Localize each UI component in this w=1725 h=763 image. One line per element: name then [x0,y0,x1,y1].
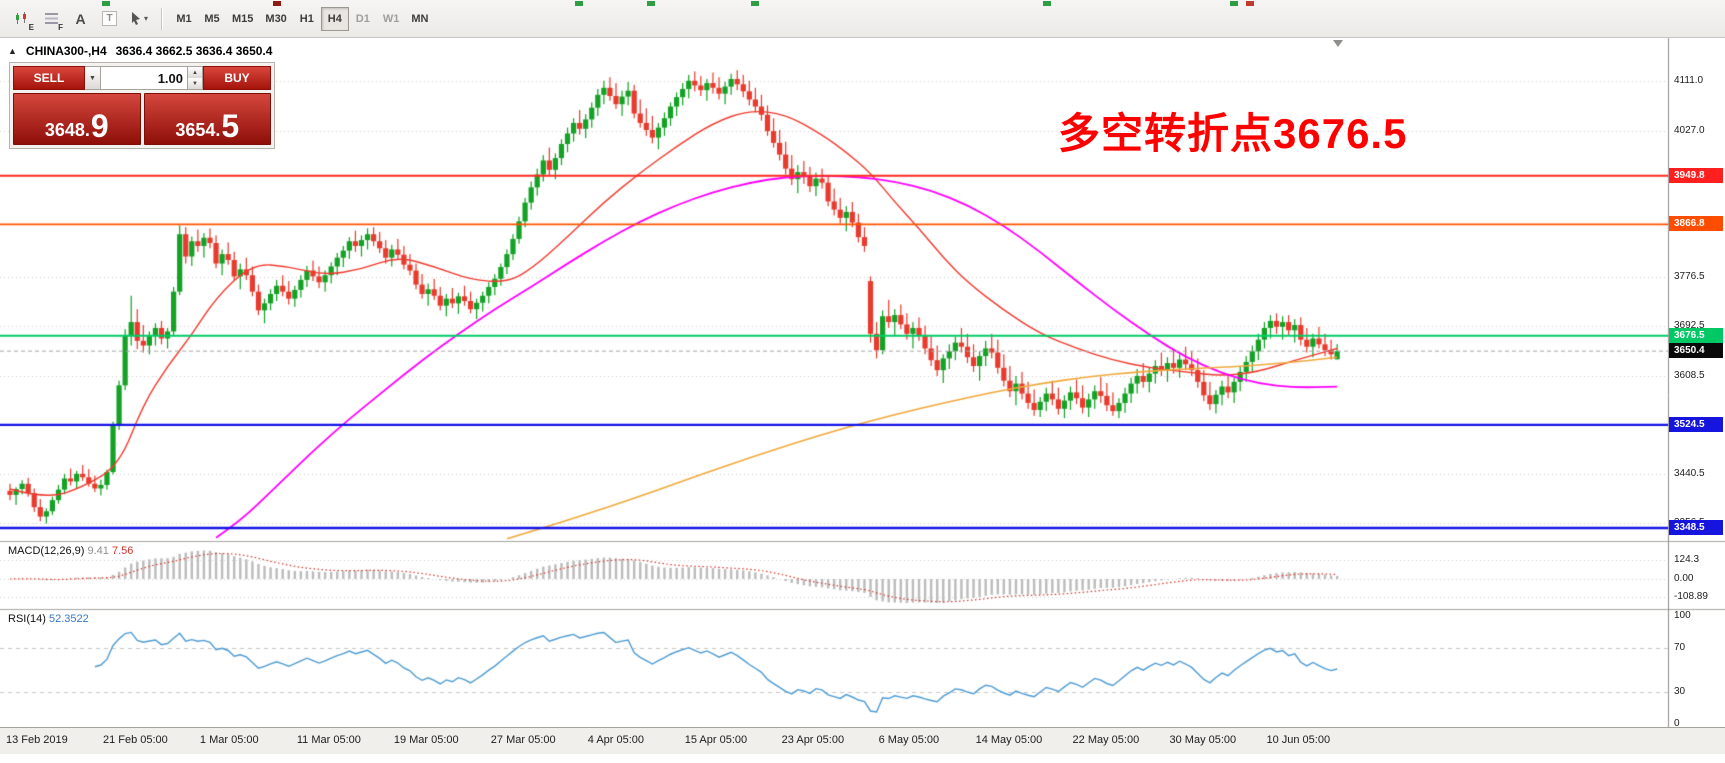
chart-window-icon[interactable]: E [9,4,36,33]
time-label: 1 Mar 05:00 [199,734,259,746]
cursor-tool-icon[interactable]: ▾ [125,4,152,33]
timeframe-m15[interactable]: M15 [226,7,259,31]
sell-price-base: 3648. [44,120,90,140]
toolbar-tick [273,1,281,6]
symbol-title: CHINA300-,H4 [25,44,107,58]
macd-value-signal: 7.56 [111,545,134,557]
buy-button[interactable]: BUY [203,66,271,90]
symbol-bar: ▲ CHINA300-,H4 3636.4 3662.5 3636.4 3650… [8,44,272,58]
time-label: 10 Jun 05:00 [1266,734,1331,746]
time-label: 4 Apr 05:00 [587,734,645,746]
time-label: 11 Mar 05:00 [296,734,361,746]
timeframe-w1[interactable]: W1 [377,7,406,31]
time-label: 23 Apr 05:00 [781,734,845,746]
timeframe-h1[interactable]: H1 [293,7,321,31]
sell-price-tile[interactable]: 3648. 9 [13,93,141,145]
time-label: 14 May 05:00 [975,734,1043,746]
timeframe-m5[interactable]: M5 [198,7,226,31]
timeframe-h4[interactable]: H4 [320,6,349,31]
toolbar-tick [575,1,583,6]
time-label: 27 Mar 05:00 [490,734,556,746]
buy-price-tile[interactable]: 3654. 5 [143,93,271,145]
toolbar-icon-group: E F A T ▾ [8,4,153,33]
timeframe-mn[interactable]: MN [405,7,434,31]
rsi-indicator-label: RSI(14) 52.3522 [8,613,89,625]
symbol-ohlc: 3636.4 3662.5 3636.4 3650.4 [115,44,273,58]
time-label: 13 Feb 2019 [6,734,68,746]
volume-dropdown-icon[interactable]: ▼ [85,66,101,90]
toolbar-tick [1246,1,1254,6]
chart-shift-marker-icon[interactable] [1333,40,1343,47]
volume-spinner[interactable]: ▲ ▼ [188,66,203,90]
macd-value-main: 9.41 [87,545,109,557]
time-axis[interactable]: 13 Feb 2019 21 Feb 05:00 1 Mar 05:00 11 Mar… [0,727,1725,754]
timeframe-m1[interactable]: M1 [170,7,198,31]
rsi-name: RSI(14) [8,613,46,625]
sell-button[interactable]: SELL [13,66,85,90]
buy-price-big-digit: 5 [221,107,240,144]
one-click-trading-panel: SELL ▼ ▲ ▼ BUY 3648. 9 3654. 5 [9,62,275,149]
macd-name: MACD(12,26,9) [8,545,85,557]
toolbar-tick [647,1,655,6]
toolbar-tick [1230,1,1238,6]
time-label: 6 May 05:00 [878,734,940,746]
timeframe-group: M1 M5 M15 M30 H1 H4 D1 W1 MN [170,6,434,31]
time-label: 22 May 05:00 [1072,734,1140,746]
text-label-icon[interactable]: T [96,4,123,33]
font-a-icon[interactable]: A [75,10,86,27]
market-watch-icon[interactable]: F [38,4,65,33]
time-label: 21 Feb 05:00 [102,734,168,746]
time-label: 15 Apr 05:00 [684,734,748,746]
time-label: 30 May 05:00 [1169,734,1237,746]
toolbar: E F A T ▾ M1 M5 M15 M30 H1 H4 D1 W1 MN [0,0,1725,38]
macd-indicator-label: MACD(12,26,9) 9.41 7.56 [8,545,133,557]
chart-annotation-text: 多空转折点3676.5 [1058,110,1408,157]
volume-up-icon[interactable]: ▲ [188,67,202,78]
volume-input[interactable] [101,66,188,90]
volume-down-icon[interactable]: ▼ [188,78,202,89]
time-label: 19 Mar 05:00 [393,734,459,746]
toolbar-separator [161,7,162,30]
timeframe-m30[interactable]: M30 [259,7,292,31]
buy-price-base: 3654. [175,120,221,140]
collapse-trade-panel-icon[interactable]: ▲ [8,45,17,56]
toolbar-tick [1043,1,1051,6]
toolbar-tick [751,1,759,6]
sell-price-big-digit: 9 [90,107,109,144]
timeframe-d1[interactable]: D1 [349,7,377,31]
rsi-value: 52.3522 [48,613,89,625]
